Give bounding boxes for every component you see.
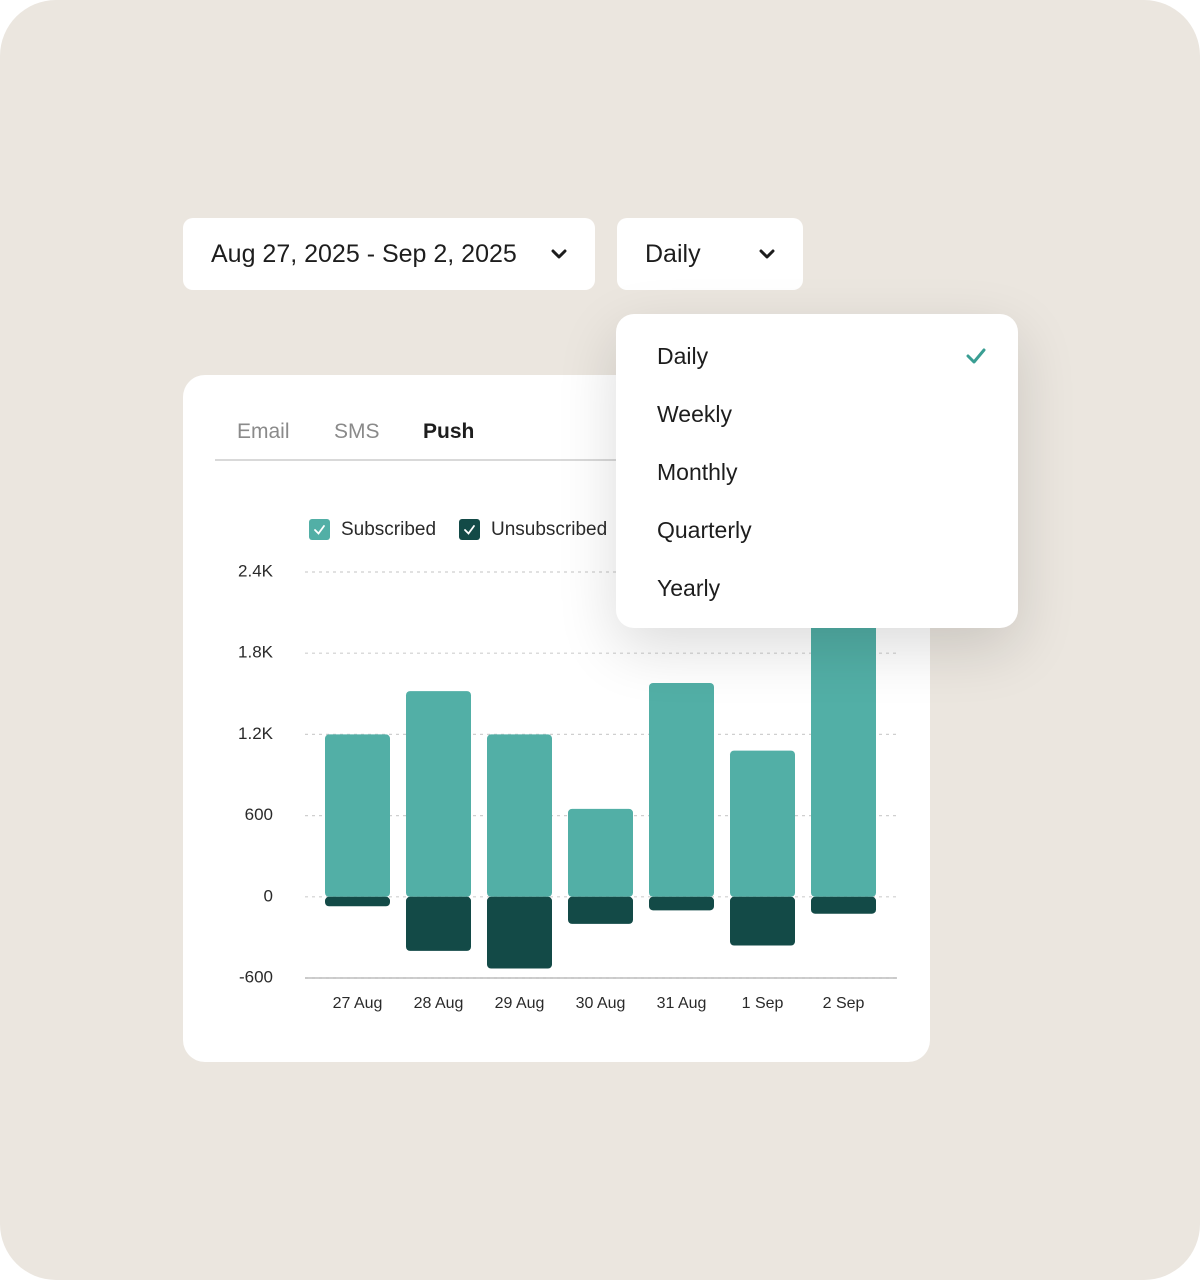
legend-swatch (309, 519, 330, 540)
x-tick-label: 31 Aug (657, 995, 707, 1012)
bar (811, 896, 876, 914)
legend-check (464, 525, 475, 535)
bar (568, 808, 633, 897)
tab[interactable]: SMS (334, 420, 380, 443)
bar (325, 896, 390, 907)
y-tick-label: 1.2K (238, 724, 274, 743)
tab[interactable]: Email (237, 420, 290, 443)
y-tick-label: 1.8K (238, 643, 274, 662)
check-icon (966, 348, 986, 364)
y-tick-label: 2.4K (238, 561, 274, 580)
x-tick-label: 1 Sep (742, 995, 784, 1012)
chevron-icon (759, 249, 775, 259)
chevron-icon (551, 249, 567, 259)
menu-option[interactable]: Yearly (657, 575, 721, 601)
x-tick-label: 2 Sep (823, 995, 865, 1012)
bar (730, 896, 795, 946)
x-tick-label: 27 Aug (333, 995, 383, 1012)
bar (487, 896, 552, 969)
x-tick-label: 29 Aug (495, 995, 545, 1012)
menu-option[interactable]: Weekly (657, 401, 732, 427)
bar (730, 750, 795, 897)
legend-item: Unsubscribed (459, 519, 607, 540)
menu-option[interactable]: Daily (657, 343, 709, 369)
date-range-label: Aug 27, 2025 - Sep 2, 2025 (211, 239, 517, 268)
date-range-picker[interactable]: Aug 27, 2025 - Sep 2, 2025 (183, 218, 595, 290)
bar (487, 734, 552, 897)
bar (649, 896, 714, 911)
granularity-menu: Daily Weekly Monthly Quarterly Yearly (616, 314, 1018, 628)
granularity-select[interactable]: Daily (617, 218, 803, 290)
y-tick-label: -600 (239, 967, 273, 986)
legend-label: Unsubscribed (491, 519, 607, 540)
tab-divider (215, 459, 930, 461)
tab[interactable]: Push (423, 420, 475, 443)
legend-item: Subscribed (309, 519, 436, 540)
granularity-label: Daily (645, 239, 701, 268)
y-tick-label: 0 (264, 886, 273, 905)
x-tick-label: 28 Aug (414, 995, 464, 1012)
menu-option[interactable]: Monthly (657, 459, 738, 485)
legend-label: Subscribed (341, 519, 436, 540)
legend-swatch (459, 519, 480, 540)
bar (568, 896, 633, 924)
bar (811, 612, 876, 897)
chart: 2.4K 1.8K 1.2K 600 0 -600 Subscribed Unsubscrib… (238, 519, 897, 1012)
y-tick-label: 600 (245, 805, 273, 824)
bar (406, 691, 471, 897)
bar (649, 682, 714, 897)
x-tick-label: 30 Aug (576, 995, 626, 1012)
legend-check (314, 525, 325, 535)
bar (406, 896, 471, 951)
menu-option[interactable]: Quarterly (657, 517, 752, 543)
bar (325, 734, 390, 897)
